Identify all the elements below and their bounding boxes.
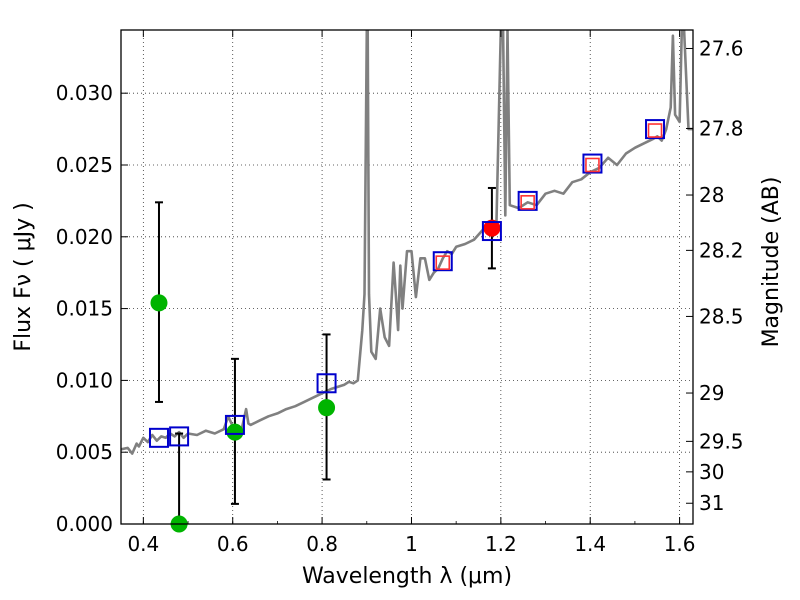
- error-bar-layer: [154, 186, 496, 525]
- model-square-red: [435, 255, 451, 270]
- x-tick-label: 1.4: [574, 532, 606, 556]
- y-tick-label: 0.025: [56, 153, 113, 177]
- plot-frame: [120, 29, 694, 525]
- sed-model-line-layer: [121, 30, 693, 455]
- y-tick-label: 0.010: [56, 368, 113, 392]
- mag-tick-label: 30: [699, 460, 724, 484]
- model-square-blue: [148, 427, 169, 448]
- model-square-blue: [645, 119, 666, 140]
- mag-tick-label: 28.2: [699, 238, 744, 262]
- y-tick-label: 0.015: [56, 297, 113, 321]
- x-tick-label: 1.2: [485, 532, 517, 556]
- mag-tick-label: 28.5: [699, 304, 744, 328]
- model-square-blue: [224, 414, 245, 435]
- x-tick-label: 0.6: [217, 532, 249, 556]
- mag-tick-label: 27.6: [699, 36, 744, 60]
- y-axis-right-label: Magnitude (AB): [759, 177, 784, 348]
- axis-layer: 0.4 0.6 0.8 1 1.2 1.4 1.6 0.000 0.005 0.010 0.015 0…: [56, 30, 744, 556]
- mag-tick-label: 28: [699, 183, 724, 207]
- model-square-red: [585, 157, 600, 173]
- mag-tick-label: 29: [699, 381, 724, 405]
- x-tick-label: 0.4: [127, 532, 159, 556]
- model-square-red: [520, 195, 535, 210]
- y-tick-label: 0.020: [56, 225, 113, 249]
- y-axis-label: Flux Fν ( μJy ): [11, 202, 36, 351]
- x-tick-label: 1: [405, 532, 418, 556]
- model-square-blue: [169, 426, 190, 447]
- model-square-blue: [582, 153, 603, 174]
- marker-layer: [148, 119, 666, 533]
- y-tick-label: 0.030: [56, 81, 113, 105]
- model-square-blue: [432, 251, 453, 272]
- flux-data-point: [318, 399, 336, 417]
- model-square-red: [647, 123, 663, 138]
- flux-data-point: [226, 423, 244, 441]
- x-tick-label: 1.6: [664, 532, 696, 556]
- x-tick-label: 0.8: [306, 532, 338, 556]
- y-tick-label: 0.000: [56, 512, 113, 536]
- model-square-blue: [517, 190, 538, 211]
- model-square-blue: [316, 373, 337, 394]
- mag-tick-label: 27.8: [699, 116, 744, 140]
- x-axis-label: Wavelength λ (μm): [302, 564, 512, 589]
- mag-tick-label: 31: [699, 491, 724, 515]
- flux-data-point: [150, 294, 168, 312]
- y-tick-label: 0.005: [56, 440, 113, 464]
- model-square-blue: [481, 221, 502, 242]
- sed-model-line: [121, 30, 693, 455]
- mag-tick-label: 29.5: [699, 429, 744, 453]
- grid-lines: [121, 30, 693, 524]
